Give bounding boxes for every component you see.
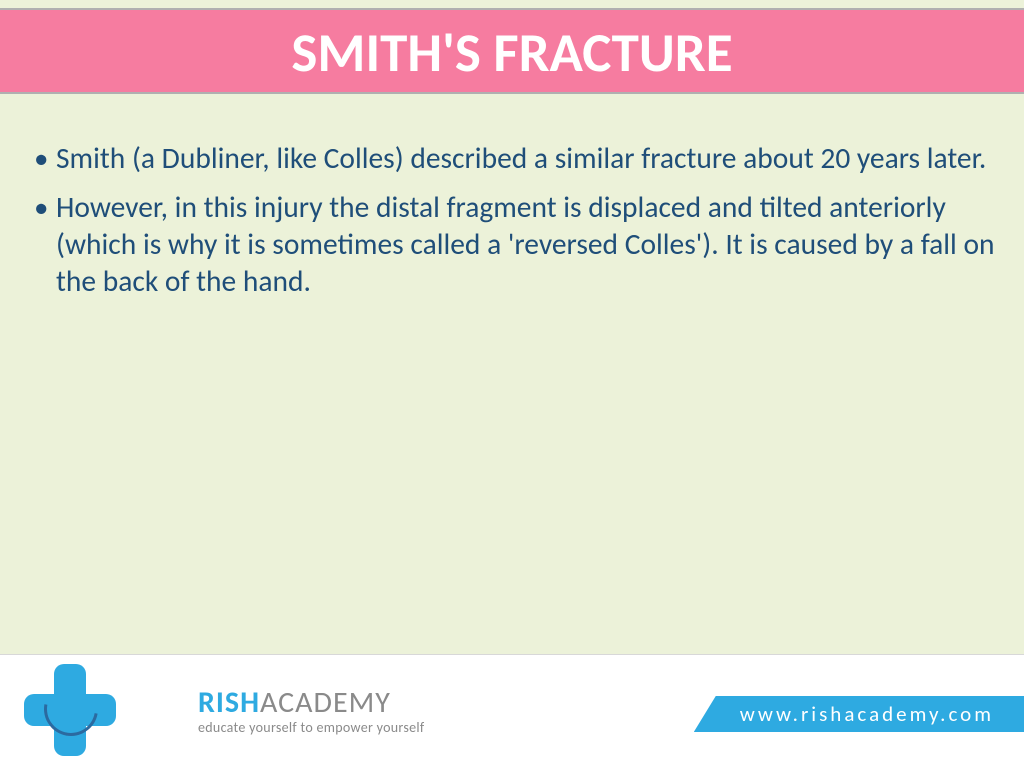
slide-footer: RISHACADEMY educate yourself to empower … — [0, 654, 1024, 768]
bullet-item: However, in this injury the distal fragm… — [28, 189, 996, 300]
slide-title: SMITH'S FRACTURE — [0, 8, 1024, 94]
bullet-list: Smith (a Dubliner, like Colles) describe… — [28, 140, 996, 300]
brand-tagline: educate yourself to empower yourself — [198, 719, 424, 736]
url-ribbon: www.rishacademy.com — [694, 696, 1024, 732]
brand-light: ACADEMY — [260, 684, 391, 721]
bullet-item: Smith (a Dubliner, like Colles) describe… — [28, 140, 996, 177]
logo-icon — [24, 664, 116, 756]
slide: SMITH'S FRACTURE Smith (a Dubliner, like… — [0, 0, 1024, 768]
slide-body: Smith (a Dubliner, like Colles) describe… — [28, 140, 996, 312]
brand-text: RISHACADEMY educate yourself to empower … — [198, 684, 424, 736]
brand-strong: RISH — [198, 684, 260, 721]
